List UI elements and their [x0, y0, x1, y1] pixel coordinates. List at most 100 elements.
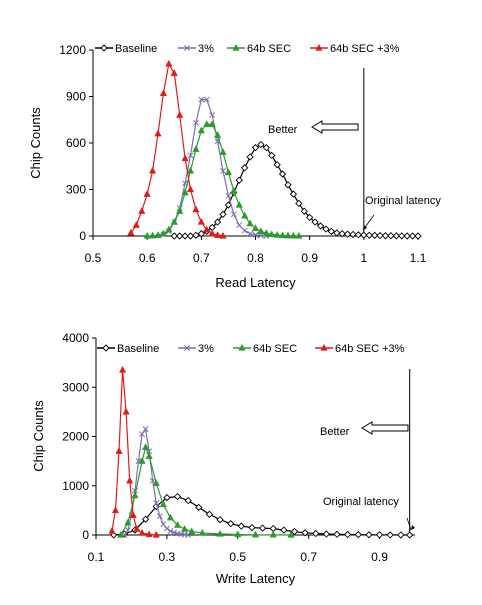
- data-point: [251, 530, 260, 538]
- legend-marker: [315, 43, 323, 51]
- x-tick-label: 0.5: [229, 550, 246, 564]
- data-point: [180, 524, 189, 532]
- data-point: [165, 59, 173, 67]
- data-point: [247, 230, 254, 237]
- series-line: [120, 445, 291, 536]
- data-point: [403, 232, 411, 240]
- data-point: [188, 527, 196, 535]
- data-point: [187, 152, 194, 159]
- x-tick-label: 1: [360, 251, 367, 265]
- legend-label: 64b SEC: [247, 43, 291, 55]
- series-line: [147, 123, 299, 237]
- legend-label: 64b SEC +3%: [335, 343, 405, 355]
- data-point: [170, 217, 178, 225]
- data-point: [235, 176, 243, 184]
- y-axis-label: Chip Counts: [28, 107, 43, 179]
- legend-marker: [320, 343, 328, 351]
- data-point: [343, 230, 352, 238]
- data-point: [163, 493, 171, 502]
- data-point: [322, 225, 330, 233]
- y-tick-label: 2000: [62, 430, 89, 444]
- x-tick-label: 0.7: [193, 251, 210, 265]
- x-tick-label: 0.9: [371, 550, 388, 564]
- data-point: [156, 513, 163, 520]
- series-line: [174, 143, 418, 237]
- better-arrow-icon: [311, 120, 359, 134]
- data-point: [387, 232, 395, 240]
- data-point: [171, 529, 177, 536]
- data-point: [216, 529, 224, 537]
- data-point: [338, 230, 346, 238]
- original-latency-pointer: [406, 517, 412, 531]
- y-tick-label: 1000: [62, 479, 89, 493]
- data-point: [365, 531, 373, 539]
- x-tick-label: 0.7: [300, 550, 317, 564]
- data-point: [142, 426, 149, 433]
- data-point: [311, 218, 319, 226]
- x-tick-label: 0.6: [139, 251, 156, 265]
- data-point: [166, 513, 175, 521]
- data-point: [197, 217, 205, 225]
- data-point: [408, 232, 417, 240]
- data-point: [129, 511, 137, 518]
- data-point: [181, 232, 189, 240]
- chart-panel-2: 0 1000 2000 3000 4000 0.1 0.3 0.5 0.7 0.9 Write La…: [31, 331, 415, 586]
- x-axis-label: Read Latency: [215, 275, 296, 290]
- data-point: [192, 205, 200, 213]
- legend-label: 64b SEC: [253, 343, 297, 355]
- legend-marker: [232, 43, 240, 51]
- original-latency-pointer-head: [411, 525, 415, 530]
- data-point: [111, 506, 120, 514]
- data-point: [365, 231, 373, 239]
- data-point: [327, 227, 335, 235]
- data-point: [360, 231, 368, 239]
- data-point: [203, 120, 211, 128]
- original-latency-pointer-head: [363, 225, 367, 230]
- data-point: [197, 126, 205, 134]
- x-tick-label: 0.5: [85, 251, 102, 265]
- data-point: [181, 188, 189, 196]
- data-point: [197, 230, 205, 238]
- data-point: [371, 231, 379, 240]
- data-point: [160, 521, 167, 528]
- data-point: [195, 503, 203, 512]
- data-point: [252, 231, 259, 238]
- data-point: [354, 530, 362, 539]
- data-point: [170, 232, 178, 240]
- data-point: [159, 229, 168, 237]
- data-point: [219, 210, 227, 218]
- data-point: [124, 527, 131, 534]
- data-point: [192, 231, 200, 239]
- data-point: [236, 222, 243, 229]
- data-point: [349, 230, 357, 239]
- data-point: [219, 148, 227, 155]
- data-point: [262, 144, 270, 152]
- series-64b-sec: [143, 120, 303, 239]
- data-point: [316, 222, 325, 230]
- data-point: [205, 510, 214, 518]
- data-point: [248, 523, 256, 532]
- data-point: [237, 522, 245, 530]
- data-point: [376, 231, 384, 240]
- data-point: [219, 231, 227, 239]
- data-point: [208, 120, 216, 128]
- series-3-: [160, 96, 270, 239]
- data-point: [127, 228, 135, 236]
- data-point: [258, 524, 267, 532]
- data-point: [225, 192, 232, 199]
- data-point: [167, 528, 174, 535]
- data-point: [184, 496, 192, 505]
- data-point: [273, 161, 281, 169]
- x-tick-label: 1.1: [410, 251, 427, 265]
- data-point: [241, 227, 248, 234]
- legend-label: 3%: [198, 343, 214, 355]
- data-point: [176, 207, 184, 214]
- legend-label: 64b SEC +3%: [330, 43, 400, 55]
- y-axis-label: Chip Counts: [31, 400, 46, 472]
- data-point: [235, 200, 243, 208]
- series-64b-sec-3-: [127, 59, 227, 239]
- data-point: [118, 365, 127, 373]
- data-point: [284, 231, 292, 239]
- data-point: [213, 231, 222, 238]
